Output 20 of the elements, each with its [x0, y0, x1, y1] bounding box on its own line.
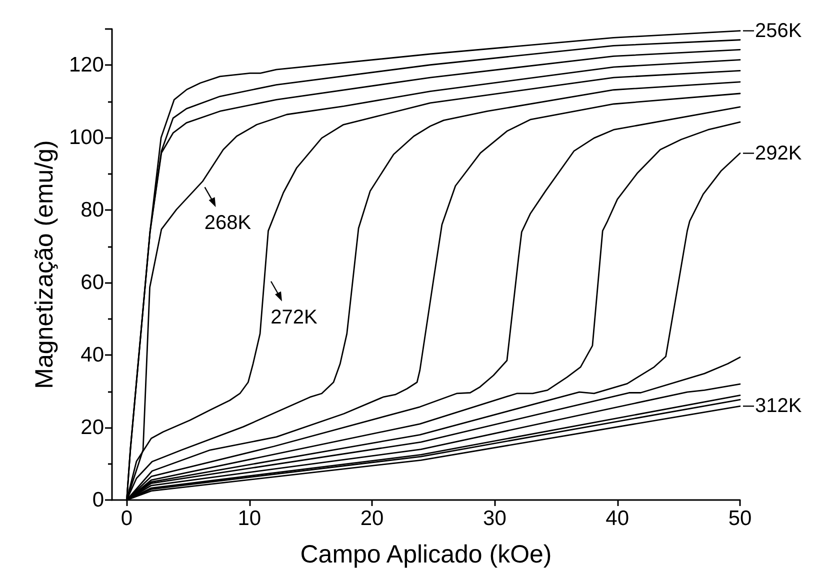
y-tick-label: 40 [80, 344, 104, 367]
x-tick-label: 40 [606, 507, 630, 530]
x-axis-title: Campo Aplicado (kOe) [300, 540, 552, 568]
x-tick-label: 20 [360, 507, 384, 530]
y-tick-label: 0 [92, 488, 104, 512]
x-tick-label: 30 [483, 507, 506, 530]
annotation: 272K [270, 306, 318, 328]
annotation: 312K [755, 395, 802, 418]
annotation: 268K [204, 212, 252, 234]
y-tick-label: 80 [80, 198, 104, 222]
x-tick-label: 0 [120, 507, 133, 530]
y-tick-label: 120 [68, 54, 104, 77]
annotation: 256K [755, 20, 802, 42]
x-tick-label: 10 [238, 507, 262, 530]
y-axis-title: Magnetização (emu/g) [30, 140, 58, 389]
x-tick-label: 50 [728, 507, 752, 530]
y-tick-label: 100 [68, 126, 104, 150]
y-tick-label: 20 [80, 416, 104, 440]
y-tick-label: 60 [80, 271, 104, 294]
annotation: 292K [755, 142, 802, 164]
